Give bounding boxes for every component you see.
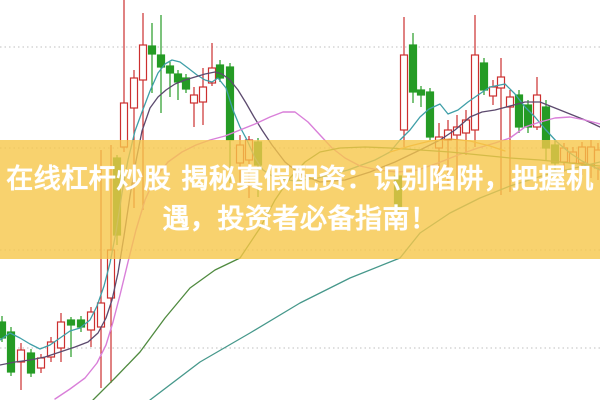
headline-banner: 在线杠杆炒股 揭秘真假配资：识别陷阱，把握机 遇，投资者必备指南！ — [0, 140, 600, 259]
headline-line-2: 遇，投资者必备指南！ — [162, 203, 438, 235]
headline-line-1: 在线杠杆炒股 揭秘真假配资：识别陷阱，把握机 — [6, 163, 594, 195]
